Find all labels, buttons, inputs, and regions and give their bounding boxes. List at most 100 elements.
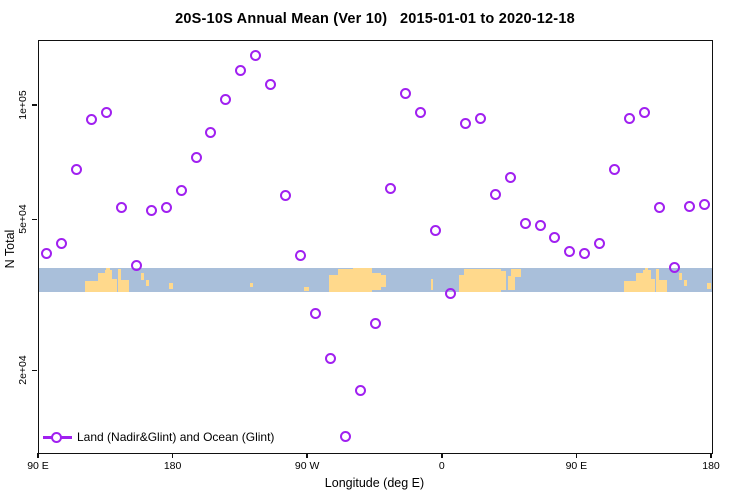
data-point <box>115 202 127 214</box>
y-tick <box>32 369 37 372</box>
plot-inner <box>39 41 712 453</box>
map-band-land-patch <box>338 269 354 293</box>
data-point <box>370 318 381 330</box>
map-band-land-patch <box>623 280 637 293</box>
data-point <box>70 164 82 176</box>
data-point <box>295 249 307 261</box>
data-point <box>130 260 142 272</box>
data-point <box>235 65 247 77</box>
data-point <box>55 237 67 249</box>
data-point <box>205 127 217 139</box>
x-tick-label: 180 <box>163 460 182 472</box>
data-point <box>624 113 636 125</box>
map-band-land-patch <box>381 275 386 288</box>
data-point <box>519 218 531 230</box>
map-band-land-patch <box>353 268 373 293</box>
y-tick-label: 5e+04 <box>17 204 29 235</box>
data-point <box>100 107 112 119</box>
data-point <box>175 184 187 196</box>
legend-label: Land (Nadir&Glint) and Ocean (Glint) <box>77 430 275 444</box>
data-point <box>40 247 52 259</box>
data-point <box>145 205 157 217</box>
data-point <box>549 232 561 244</box>
data-point <box>474 113 486 125</box>
map-band-land-patch <box>168 282 173 289</box>
data-point <box>85 114 97 126</box>
data-point <box>384 183 396 195</box>
data-point <box>684 200 696 212</box>
data-point <box>280 190 292 202</box>
data-point <box>459 117 471 129</box>
x-tick-label: 90 E <box>565 460 588 472</box>
map-band-land-patch <box>679 272 683 281</box>
plot-area <box>38 40 713 454</box>
data-point <box>399 87 411 99</box>
map-band-land-patch <box>106 268 111 293</box>
data-point <box>250 49 262 61</box>
x-tick <box>37 453 39 458</box>
map-band-land-patch <box>707 282 711 289</box>
y-tick <box>32 104 37 106</box>
y-tick <box>32 218 37 221</box>
data-point <box>220 94 232 106</box>
map-band-land-patch <box>650 278 656 293</box>
data-point <box>639 107 651 119</box>
map-band-land-patch <box>249 282 253 288</box>
map-band-land-patch <box>85 280 99 293</box>
data-point <box>190 152 202 164</box>
x-tick <box>306 453 308 458</box>
map-band-land-patch <box>508 275 516 290</box>
map-band-land-patch <box>684 280 688 287</box>
data-point <box>489 188 501 200</box>
data-point <box>160 202 172 214</box>
y-tick-label: 1e+05 <box>17 90 29 120</box>
data-point <box>654 202 666 214</box>
x-tick-label: 90 E <box>27 460 49 472</box>
data-point <box>504 171 516 183</box>
data-point <box>699 199 711 211</box>
data-point <box>325 353 337 365</box>
y-axis-title: N Total <box>3 229 17 269</box>
data-point <box>429 225 441 237</box>
x-tick <box>710 453 712 458</box>
data-point <box>265 78 277 90</box>
x-tick <box>171 453 174 458</box>
data-point <box>355 385 367 397</box>
map-band-land-patch <box>459 275 465 293</box>
map-band-land-patch <box>145 280 149 287</box>
map-band-land-patch <box>328 275 339 293</box>
data-point <box>669 262 681 274</box>
map-band-land-patch <box>372 272 382 291</box>
x-tick-label: 180 <box>702 460 720 472</box>
chart-title: 20S-10S Annual Mean (Ver 10) 2015-01-01 … <box>175 11 575 27</box>
x-tick <box>575 453 578 458</box>
map-band-land-patch <box>117 268 121 293</box>
data-point <box>594 237 606 249</box>
map-band-land-patch <box>430 278 433 290</box>
data-point <box>310 307 322 319</box>
data-point <box>564 245 576 257</box>
x-tick-label: 0 <box>438 460 445 472</box>
map-band-land-patch <box>655 268 659 293</box>
x-tick-label: 90 W <box>294 460 320 472</box>
map-band-land-patch <box>464 268 502 293</box>
legend-marker-circle-icon <box>51 432 62 443</box>
x-tick <box>441 453 443 458</box>
y-tick-label: 2e+04 <box>17 355 29 386</box>
map-band-land-patch <box>120 279 129 292</box>
data-point <box>609 164 621 176</box>
map-band-land-patch <box>510 269 521 277</box>
map-band-land-patch <box>658 279 668 292</box>
map-band-land-patch <box>98 272 105 293</box>
map-band-land-patch <box>304 286 309 292</box>
map-band-land-patch <box>112 278 117 293</box>
data-point <box>414 107 426 119</box>
data-point <box>340 430 352 442</box>
map-band-land-patch <box>501 271 507 290</box>
map-band-land-patch <box>644 268 649 293</box>
map-band-land-patch <box>636 272 644 293</box>
map-band-land-patch <box>140 272 144 281</box>
data-point <box>444 288 456 300</box>
data-point <box>579 247 591 259</box>
